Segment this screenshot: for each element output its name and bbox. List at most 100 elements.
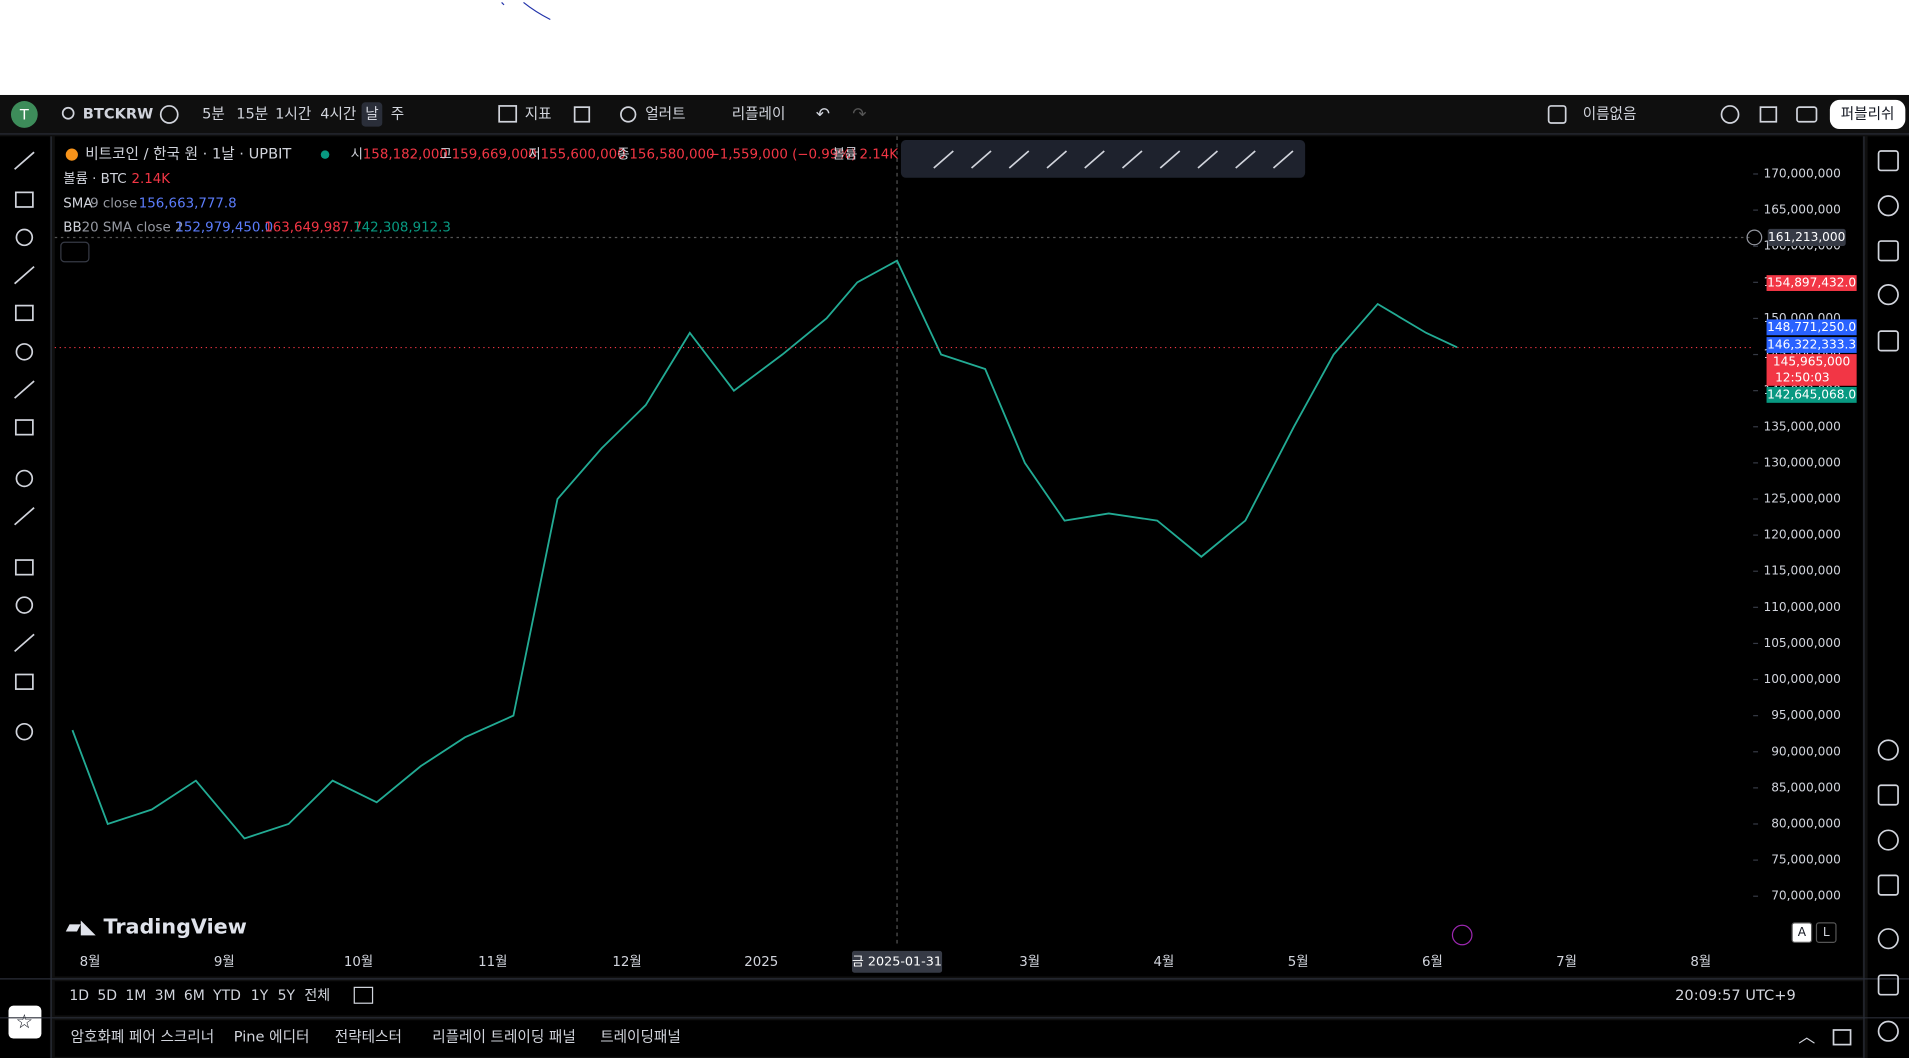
panel-tab[interactable]: 전략테스터 — [335, 1028, 402, 1045]
collapse-panel[interactable]: ︿ — [1798, 1027, 1815, 1047]
lightning-icon[interactable] — [1451, 924, 1473, 946]
interval[interactable]: 날 — [365, 105, 378, 122]
tool-icon[interactable] — [14, 559, 34, 576]
publish-button[interactable] — [1829, 99, 1906, 130]
price-label: 142,645,068.0 — [1767, 387, 1856, 401]
collapse-legend[interactable] — [60, 241, 90, 263]
price-label: 148,771,250.0 — [1767, 320, 1856, 334]
interval[interactable]: 4시간 — [320, 105, 356, 122]
tool-icon[interactable] — [15, 469, 34, 488]
alert[interactable]: 얼러트 — [645, 105, 685, 122]
ohlc-label: 종 — [617, 148, 629, 163]
drawing-tool[interactable] — [1121, 150, 1143, 169]
volume-value: 2.14K — [860, 148, 900, 163]
sidebar-icon[interactable] — [1877, 150, 1899, 172]
range-button[interactable]: 1D — [69, 988, 89, 1004]
range-button[interactable]: 5Y — [278, 988, 296, 1004]
crosshair-date: 금 2025-01-31 — [852, 954, 942, 969]
sidebar-icon[interactable] — [1877, 784, 1899, 806]
tool-icon[interactable] — [14, 633, 35, 652]
tool-icon[interactable] — [14, 304, 34, 322]
sidebar-icon[interactable] — [1877, 874, 1899, 896]
bb-value: 152,979,450.0 — [175, 221, 273, 236]
tool-icon[interactable] — [15, 596, 34, 614]
change: −1,559,000 (−0.99%) — [709, 148, 857, 163]
snapshot-icon[interactable] — [1796, 106, 1818, 123]
tool-icon[interactable] — [14, 151, 35, 170]
drawing-toolbar — [900, 140, 1306, 178]
scale-button[interactable] — [1815, 922, 1837, 943]
maximize-panel[interactable] — [1832, 1029, 1852, 1046]
drawing-tool[interactable] — [1008, 150, 1030, 169]
interval[interactable]: 5분 — [202, 105, 225, 122]
panel-tab[interactable]: 리플레이 트레이딩 패널 — [432, 1028, 576, 1045]
sidebar-icon[interactable] — [1877, 1020, 1899, 1042]
range-button[interactable]: YTD — [212, 988, 241, 1004]
tool-icon[interactable] — [14, 507, 35, 526]
interval[interactable]: 주 — [391, 105, 404, 122]
sidebar-icon[interactable] — [1877, 974, 1899, 996]
layout-name[interactable]: 이름없음 — [1583, 105, 1637, 122]
sidebar-icon[interactable] — [1877, 928, 1899, 950]
interval[interactable]: 1시간 — [275, 105, 311, 122]
indicators[interactable]: 지표 — [525, 105, 552, 122]
range-button[interactable]: 5D — [97, 988, 117, 1004]
x-tick-label: 8월 — [1690, 954, 1711, 970]
panel-tab[interactable]: Pine 에디터 — [234, 1028, 310, 1045]
scale-button[interactable] — [1791, 922, 1813, 943]
range-button[interactable]: 1Y — [251, 988, 269, 1004]
drawing-tool[interactable] — [1159, 150, 1181, 169]
ohlc-value: 155,600,000 — [541, 148, 626, 163]
drawing-tool[interactable] — [1235, 150, 1256, 169]
x-tick-label: 4월 — [1153, 954, 1174, 970]
symbol[interactable]: BTCKRW — [83, 105, 153, 122]
search-icon[interactable] — [61, 106, 75, 120]
drawing-tool[interactable] — [1046, 150, 1068, 169]
panel-tab[interactable]: 암호화폐 페어 스크리너 — [71, 1028, 215, 1045]
avatar[interactable] — [10, 101, 38, 128]
crosshair-price: 161,213,000 — [1768, 230, 1845, 244]
interval[interactable]: 15분 — [236, 105, 268, 122]
sidebar-icon[interactable] — [1877, 330, 1899, 352]
y-tick-label: 80,000,000 — [1771, 816, 1841, 830]
scale-button-label: A — [1798, 925, 1807, 939]
tool-icon[interactable] — [15, 343, 34, 361]
tool-icon[interactable] — [14, 265, 35, 285]
redo[interactable]: ↷ — [852, 104, 866, 124]
x-tick-label: 9월 — [214, 954, 235, 970]
drawing-tool[interactable] — [1084, 150, 1105, 169]
undo[interactable]: ↶ — [816, 104, 830, 124]
fullscreen-icon[interactable] — [1759, 106, 1778, 123]
tool-icon[interactable] — [14, 380, 35, 399]
sidebar-icon[interactable] — [1877, 284, 1899, 306]
crosshair-date-box — [851, 950, 943, 973]
sidebar-icon[interactable] — [1877, 195, 1899, 217]
publish-label: 퍼블리쉬 — [1841, 105, 1895, 122]
sidebar-icon[interactable] — [1877, 240, 1899, 262]
drawing-tool[interactable] — [1197, 150, 1219, 169]
replay[interactable]: 리플레이 — [732, 105, 786, 122]
drawing-tool[interactable] — [970, 150, 992, 169]
tool-icon[interactable] — [14, 191, 34, 208]
sidebar-icon[interactable] — [1877, 829, 1899, 851]
range-button[interactable]: 전체 — [304, 988, 330, 1004]
sidebar-icon[interactable] — [1877, 739, 1899, 761]
settings-icon[interactable] — [1720, 105, 1740, 124]
drawing-tool[interactable] — [933, 150, 954, 169]
tool-icon[interactable] — [14, 419, 34, 436]
range-button[interactable]: 6M — [184, 988, 205, 1004]
goto-date[interactable] — [353, 986, 374, 1004]
x-tick-label: 5월 — [1288, 954, 1309, 970]
compare-button[interactable] — [159, 105, 179, 124]
tool-icon[interactable] — [14, 673, 34, 690]
drawing-tool[interactable] — [1272, 150, 1294, 169]
interval-active — [361, 102, 383, 127]
panel-tab[interactable]: 트레이딩패널 — [600, 1028, 681, 1045]
range-button[interactable]: 3M — [155, 988, 176, 1004]
favorites-button[interactable] — [8, 1005, 42, 1039]
templates-icon[interactable] — [573, 106, 591, 123]
tool-icon[interactable] — [15, 228, 34, 247]
range-button[interactable]: 1M — [125, 988, 146, 1004]
tool-icon[interactable] — [15, 722, 34, 741]
add-alert[interactable] — [1746, 229, 1763, 246]
